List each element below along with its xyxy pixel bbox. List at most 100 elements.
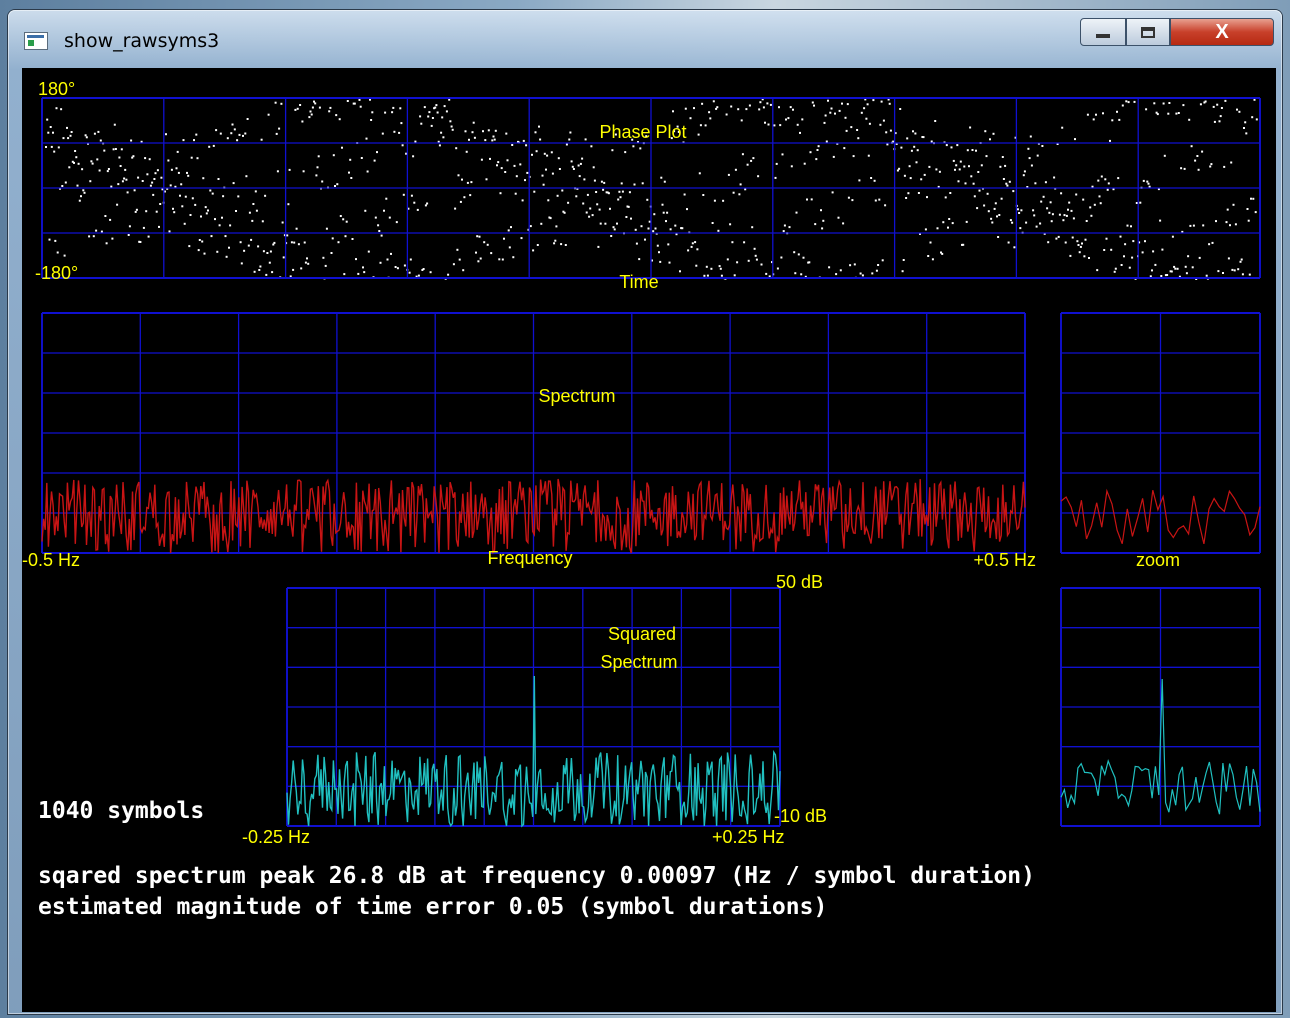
phase-point bbox=[424, 204, 427, 207]
phase-point bbox=[139, 241, 142, 243]
phase-point bbox=[807, 261, 810, 264]
phase-point bbox=[635, 242, 638, 245]
phase-point bbox=[737, 108, 740, 111]
phase-point bbox=[912, 130, 914, 133]
phase-point bbox=[413, 201, 416, 204]
phase-point bbox=[300, 267, 303, 270]
phase-point bbox=[828, 266, 831, 269]
phase-point bbox=[936, 227, 939, 230]
phase-point bbox=[403, 264, 406, 267]
phase-point bbox=[1147, 182, 1150, 185]
phase-point bbox=[1185, 272, 1188, 275]
phase-point bbox=[718, 265, 721, 268]
phase-point bbox=[1151, 269, 1153, 272]
phase-point bbox=[360, 157, 363, 159]
phase-point bbox=[795, 211, 798, 214]
title-bar[interactable]: show_rawsyms3 X bbox=[8, 10, 1282, 62]
phase-point bbox=[465, 150, 468, 153]
phase-point bbox=[301, 120, 304, 123]
phase-point bbox=[1089, 206, 1092, 209]
phase-point bbox=[280, 102, 283, 105]
phase-point bbox=[679, 270, 681, 273]
minimize-button[interactable] bbox=[1080, 18, 1126, 46]
phase-point bbox=[1118, 118, 1121, 121]
phase-point bbox=[193, 139, 195, 142]
phase-point bbox=[1177, 112, 1180, 114]
phase-point bbox=[316, 166, 319, 169]
maximize-button[interactable] bbox=[1126, 18, 1170, 46]
phase-point bbox=[662, 211, 665, 214]
phase-point bbox=[386, 258, 389, 261]
phase-point bbox=[186, 171, 188, 174]
phase-point bbox=[824, 114, 827, 117]
phase-point bbox=[1234, 223, 1237, 226]
phase-point bbox=[551, 172, 554, 175]
phase-point bbox=[1083, 255, 1086, 258]
phase-point bbox=[1074, 138, 1076, 141]
phase-point bbox=[477, 260, 480, 263]
phase-point bbox=[214, 218, 216, 221]
phase-point bbox=[1018, 212, 1021, 214]
phase-point bbox=[91, 162, 94, 165]
phase-point bbox=[980, 164, 983, 167]
phase-point bbox=[595, 191, 598, 193]
phase-point bbox=[1049, 201, 1052, 204]
phase-point bbox=[210, 235, 213, 238]
phase-point bbox=[351, 238, 354, 240]
phase-point bbox=[1211, 241, 1214, 244]
phase-point bbox=[82, 189, 85, 192]
phase-point bbox=[921, 136, 924, 138]
phase-point bbox=[972, 182, 975, 185]
phase-point bbox=[137, 176, 140, 179]
phase-point bbox=[265, 273, 268, 276]
phase-point bbox=[486, 243, 489, 246]
phase-point bbox=[167, 159, 170, 162]
phase-point bbox=[345, 220, 348, 223]
squared-y-min-label: -10 dB bbox=[774, 806, 827, 826]
phase-point bbox=[1199, 103, 1202, 106]
phase-point bbox=[1202, 224, 1205, 227]
phase-point bbox=[68, 166, 71, 169]
phase-point bbox=[1168, 102, 1171, 104]
phase-point bbox=[699, 124, 702, 127]
phase-point bbox=[582, 202, 585, 205]
phase-point bbox=[875, 269, 878, 272]
phase-point bbox=[961, 243, 963, 246]
phase-point bbox=[494, 129, 497, 132]
phase-point bbox=[1180, 167, 1183, 170]
phase-point bbox=[1064, 241, 1067, 244]
phase-point bbox=[120, 148, 123, 151]
phase-point bbox=[708, 111, 711, 114]
phase-point bbox=[878, 198, 881, 201]
phase-point bbox=[259, 265, 262, 268]
phase-point bbox=[1182, 104, 1185, 107]
phase-point bbox=[681, 227, 684, 230]
phase-point bbox=[211, 192, 214, 195]
phase-point bbox=[221, 216, 223, 219]
phase-point bbox=[659, 260, 662, 263]
phase-point bbox=[1077, 244, 1080, 246]
close-button[interactable]: X bbox=[1170, 18, 1274, 46]
phase-point bbox=[1034, 182, 1037, 185]
phase-point bbox=[1004, 164, 1007, 167]
phase-point bbox=[701, 102, 704, 105]
symbol-count: 1040 symbols bbox=[38, 798, 205, 824]
phase-point bbox=[1111, 119, 1114, 122]
phase-point bbox=[272, 243, 275, 246]
phase-point bbox=[218, 224, 221, 227]
phase-point bbox=[864, 98, 867, 101]
phase-point bbox=[152, 193, 155, 196]
phase-point bbox=[470, 181, 473, 184]
phase-point bbox=[1244, 121, 1247, 124]
phase-point bbox=[1196, 155, 1199, 157]
phase-point bbox=[269, 250, 272, 253]
phase-point bbox=[490, 252, 493, 255]
phase-point bbox=[868, 122, 871, 125]
phase-point bbox=[956, 144, 959, 147]
phase-point bbox=[827, 99, 829, 102]
phase-point bbox=[123, 177, 126, 180]
phase-point bbox=[1069, 254, 1072, 257]
phase-point bbox=[747, 259, 750, 262]
phase-point bbox=[1141, 251, 1144, 254]
phase-point bbox=[462, 269, 465, 272]
